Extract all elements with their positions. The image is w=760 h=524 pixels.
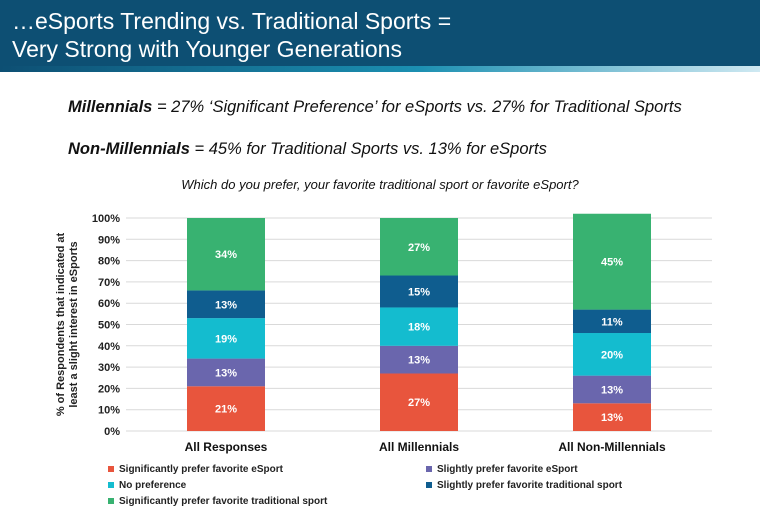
- headline-millennials: Millennials = 27% ‘Significant Preferenc…: [68, 98, 682, 117]
- bar-segment: [187, 318, 265, 359]
- data-label: 13%: [408, 355, 430, 367]
- x-category-label: All Millennials: [379, 440, 459, 454]
- survey-question: Which do you prefer, your favorite tradi…: [181, 177, 579, 192]
- legend-label: Slightly prefer favorite eSport: [437, 464, 578, 475]
- title-underline: [0, 66, 760, 72]
- bar-segment: [187, 218, 265, 291]
- legend-label: No preference: [119, 480, 187, 491]
- legend-item: No preference: [108, 480, 186, 491]
- slide-title-line-1: …eSports Trending vs. Traditional Sports…: [12, 8, 452, 34]
- bar-segment: [380, 345, 458, 374]
- bar-segment: [573, 403, 651, 431]
- y-tick-label: 30%: [98, 362, 120, 374]
- data-label: 13%: [601, 412, 623, 424]
- y-tick-label: 70%: [98, 277, 120, 289]
- y-tick-label: 80%: [98, 256, 120, 268]
- legend-label: Slightly prefer favorite traditional spo…: [437, 480, 623, 491]
- y-tick-label: 50%: [98, 320, 120, 332]
- bar-segment: [187, 290, 265, 319]
- bar-segment: [380, 218, 458, 276]
- bar-segment: [573, 375, 651, 404]
- data-label: 27%: [408, 397, 430, 409]
- data-label: 18%: [408, 322, 430, 334]
- data-label: 21%: [215, 404, 237, 416]
- legend-label: Significantly prefer favorite traditiona…: [119, 496, 328, 507]
- bar-segment: [573, 333, 651, 376]
- data-label: 11%: [601, 316, 623, 328]
- headline-millennials-label: Millennials: [68, 98, 153, 116]
- data-label: 13%: [215, 299, 237, 311]
- data-label: 13%: [215, 367, 237, 379]
- y-tick-label: 20%: [98, 383, 120, 395]
- headline-non-millennials-text: = 45% for Traditional Sports vs. 13% for…: [189, 140, 547, 158]
- data-label: 27%: [408, 242, 430, 254]
- headline-non-millennials: Non-Millennials = 45% for Traditional Sp…: [68, 140, 547, 159]
- legend-label: Significantly prefer favorite eSport: [119, 464, 283, 475]
- headline-millennials-text: = 27% ‘Significant Preference’ for eSpor…: [152, 98, 682, 116]
- legend-item: Slightly prefer favorite traditional spo…: [426, 480, 622, 491]
- slide-title-line-2: Very Strong with Younger Generations: [12, 36, 402, 62]
- y-tick-label: 60%: [98, 298, 120, 310]
- y-tick-label: 40%: [98, 341, 120, 353]
- bar-segment: [187, 386, 265, 431]
- legend-swatch: [426, 482, 432, 489]
- bar-segment: [380, 275, 458, 308]
- y-tick-label: 0%: [104, 426, 120, 438]
- y-tick-label: 90%: [98, 234, 120, 246]
- data-label: 34%: [215, 249, 237, 261]
- bar-segment: [573, 309, 651, 334]
- data-label: 13%: [601, 384, 623, 396]
- data-label: 45%: [601, 257, 623, 269]
- legend-swatch: [108, 466, 114, 473]
- legend-swatch: [108, 498, 114, 505]
- title-bar: …eSports Trending vs. Traditional Sports…: [0, 0, 760, 66]
- legend-swatch: [108, 482, 114, 489]
- bar-segment: [380, 373, 458, 431]
- data-label: 19%: [215, 333, 237, 345]
- x-category-label: All Responses: [185, 440, 268, 454]
- y-tick-label: 100%: [92, 213, 120, 225]
- headline-non-millennials-label: Non-Millennials: [68, 140, 190, 158]
- legend-item: Slightly prefer favorite eSport: [426, 464, 578, 475]
- x-category-label: All Non-Millennials: [558, 440, 666, 454]
- data-label: 15%: [408, 286, 430, 298]
- y-axis-label: % of Respondents that indicated atleast …: [55, 232, 80, 416]
- bar-segment: [187, 358, 265, 387]
- legend-item: Significantly prefer favorite eSport: [108, 464, 283, 475]
- legend-item: Significantly prefer favorite traditiona…: [108, 496, 327, 507]
- y-tick-label: 10%: [98, 405, 120, 417]
- legend-swatch: [426, 466, 432, 473]
- bar-segment: [573, 213, 651, 310]
- data-label: 20%: [601, 349, 623, 361]
- bar-segment: [380, 307, 458, 346]
